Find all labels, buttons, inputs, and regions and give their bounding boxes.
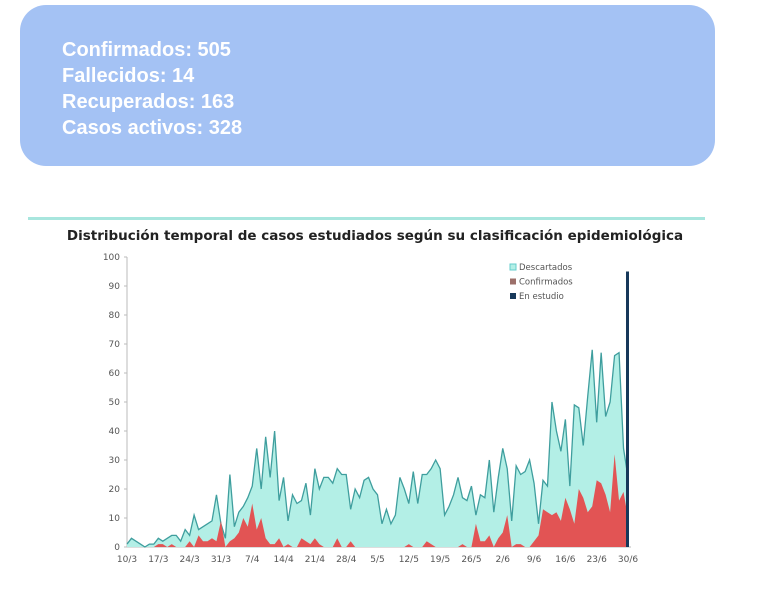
x-tick-label: 31/3 (211, 555, 231, 565)
legend-label-confirmados: Confirmados (519, 278, 573, 288)
y-tick-label: 100 (103, 253, 120, 263)
legend-label-en-estudio: En estudio (519, 292, 564, 302)
legend-swatch-descartados (509, 263, 517, 271)
y-tick-label: 40 (109, 427, 121, 437)
x-tick-label: 10/3 (117, 555, 137, 565)
stat-casos-activos: Casos activos: 328 (62, 117, 243, 139)
y-tick-label: 80 (109, 311, 121, 321)
x-tick-label: 30/6 (618, 555, 638, 565)
x-tick-label: 24/3 (180, 555, 200, 565)
stat-confirmados: Confirmados: 505 (62, 39, 231, 61)
legend-swatch-confirmados (510, 278, 516, 285)
x-tick-label: 7/4 (245, 555, 260, 565)
y-tick-label: 50 (109, 398, 121, 408)
summary-panel: Confirmados: 505 Fallecidos: 14 Recupera… (20, 5, 715, 166)
x-tick-label: 19/5 (430, 555, 450, 565)
x-tick-label: 21/4 (305, 555, 325, 565)
divider (28, 217, 705, 220)
series-descartados-line (126, 349, 629, 548)
x-tick-label: 9/6 (527, 555, 542, 565)
series-descartados-area (127, 349, 628, 547)
x-tick-label: 12/5 (399, 555, 419, 565)
x-tick-label: 5/5 (370, 555, 384, 565)
y-tick-label: 90 (109, 282, 121, 292)
legend-label-descartados: Descartados (519, 263, 573, 273)
y-tick-label: 20 (109, 485, 121, 495)
chart-title: Distribución temporal de casos estudiado… (66, 228, 684, 244)
x-tick-label: 26/5 (461, 555, 481, 565)
stat-fallecidos: Fallecidos: 14 (62, 65, 195, 87)
x-tick-label: 2/6 (496, 555, 511, 565)
x-tick-label: 28/4 (336, 555, 356, 565)
legend-swatch-en-estudio (510, 293, 516, 299)
y-tick-label: 10 (109, 514, 121, 524)
x-tick-label: 23/6 (587, 555, 607, 565)
stat-recuperados: Recuperados: 163 (62, 91, 235, 113)
x-tick-label: 17/3 (148, 555, 168, 565)
series-confirmados-area (127, 454, 628, 547)
x-tick-label: 14/4 (273, 555, 293, 565)
x-tick-label: 16/6 (555, 555, 575, 565)
y-tick-label: 30 (109, 456, 121, 466)
series-en-estudio-bar (626, 271, 629, 547)
y-tick-label: 60 (109, 369, 121, 379)
y-tick-label: 0 (114, 543, 120, 553)
y-tick-label: 70 (109, 340, 121, 350)
